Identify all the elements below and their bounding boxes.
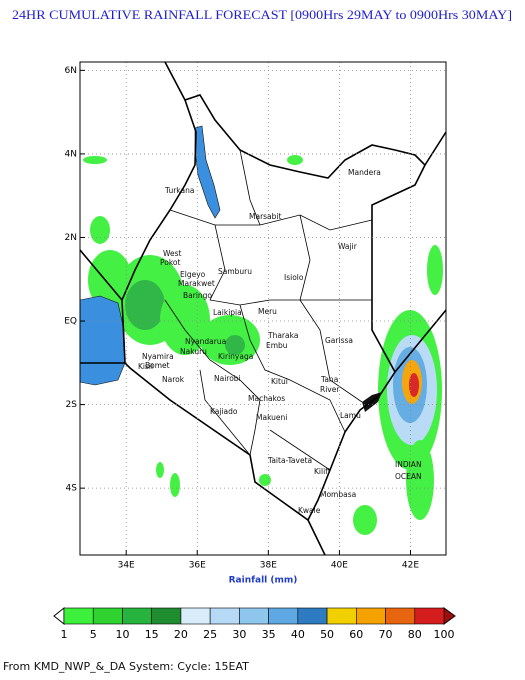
place-label: Laikipia (213, 308, 242, 317)
colorbar-box (385, 607, 416, 625)
place-label: Isiolo (284, 273, 304, 282)
place-label: Nairobi (214, 374, 241, 383)
colorbar-tick-label: 40 (291, 628, 305, 641)
place-label: Kwale (298, 506, 321, 515)
title: 24HR CUMULATIVE RAINFALL FORECAST [0900H… (12, 7, 512, 22)
borders (79, 61, 447, 556)
place-label: Bomet (145, 361, 170, 370)
colorbar-box (209, 607, 240, 625)
place-label: Elgeyo (180, 270, 206, 279)
place-label: Nakuru (180, 347, 207, 356)
colorbar-box (151, 607, 182, 625)
lon-tick-label: 38E (260, 561, 277, 571)
colorbar-tick-label: 60 (349, 628, 363, 641)
place-label: Kajiado (210, 407, 238, 416)
colorbar-box (239, 607, 269, 625)
lon-tick-label: 42E (402, 561, 419, 571)
place-label: Turkana (164, 186, 194, 195)
place-label: West (163, 249, 181, 258)
place-label: Machakos (248, 394, 285, 403)
lat-tick-label: EQ (64, 317, 77, 327)
lat-tick-label: 4S (66, 484, 78, 494)
colorbar-box (414, 607, 445, 625)
lat-tick-label: 2S (66, 400, 78, 410)
colorbar-box (326, 607, 357, 625)
map-frame (79, 61, 447, 556)
colorbar-tick-label: 70 (379, 628, 393, 641)
place-label: Narok (162, 375, 185, 384)
lake-victoria (79, 295, 126, 386)
place-label: OCEAN (395, 472, 422, 481)
place-label: Makueni (256, 413, 287, 422)
place-label: Marsabit (249, 212, 281, 221)
colorbar-box (92, 607, 123, 625)
place-label: Lamu (340, 411, 361, 420)
place-label: Meru (258, 307, 277, 316)
colorbar-tick-label: 5 (90, 628, 97, 641)
lat-tick-label: 2N (65, 233, 77, 243)
place-label: Tharaka (267, 331, 298, 340)
place-label: Nyandarua (185, 337, 226, 346)
county-lines (164, 149, 373, 471)
colorbar-tick-label: 50 (320, 628, 334, 641)
lon-tick-label: 40E (331, 561, 348, 571)
colorbar-box (268, 607, 299, 625)
colorbar-box (63, 607, 94, 625)
colorbar-tick-label: 1 (61, 628, 68, 641)
place-label: Garissa (325, 336, 353, 345)
place-label: Kisii (138, 362, 153, 371)
colorbar-box (180, 607, 211, 625)
place-label: Nyamira (142, 352, 174, 361)
colorbar-tick-label: 35 (262, 628, 276, 641)
map (79, 61, 447, 556)
colorbar-tick-label: 15 (145, 628, 159, 641)
colorbar-tick-label: 30 (232, 628, 246, 641)
place-label: Mombasa (320, 490, 356, 499)
place-label: River (320, 385, 340, 394)
footer: From KMD_NWP_&_DA System: Cycle: 15EAT (3, 660, 249, 673)
lon-tick-label: 34E (118, 561, 135, 571)
colorbar-tick-label: 20 (174, 628, 188, 641)
colorbar-tick-label: 10 (115, 628, 129, 641)
place-label: Embu (266, 341, 288, 350)
place-label: Tana (320, 375, 338, 384)
lake-turkana (194, 125, 221, 219)
lon-tick-label: 36E (189, 561, 206, 571)
colorbar-label: Rainfall (mm) (229, 576, 298, 586)
place-label: Baringo (183, 291, 212, 300)
colorbar-box (122, 607, 152, 625)
lat-tick-label: 4N (65, 149, 77, 159)
place-label: INDIAN (395, 460, 422, 469)
place-label: Kitui (271, 377, 288, 386)
lat-tick-label: 6N (65, 66, 77, 76)
colorbar-tick-label: 25 (203, 628, 217, 641)
colorbar-box (356, 607, 386, 625)
place-label: Kirinyaga (218, 352, 253, 361)
colorbar-over (443, 607, 456, 625)
place-label: Samburu (218, 267, 252, 276)
colorbar-under (53, 606, 65, 626)
colorbar-tick-label: 100 (434, 628, 455, 641)
place-label: Wajir (338, 242, 358, 251)
place-label: Taita-Taveta (267, 456, 312, 465)
place-label: Kilifi (314, 467, 330, 476)
place-label: Pokot (160, 258, 181, 267)
place-label: Marakwet (178, 279, 215, 288)
place-label: Mandera (348, 168, 381, 177)
colorbar-box (297, 607, 328, 625)
colorbar-tick-label: 80 (408, 628, 422, 641)
colorbar: 1 5 10 15 20 25 30 35 40 50 60 70 80 100 (53, 606, 456, 641)
